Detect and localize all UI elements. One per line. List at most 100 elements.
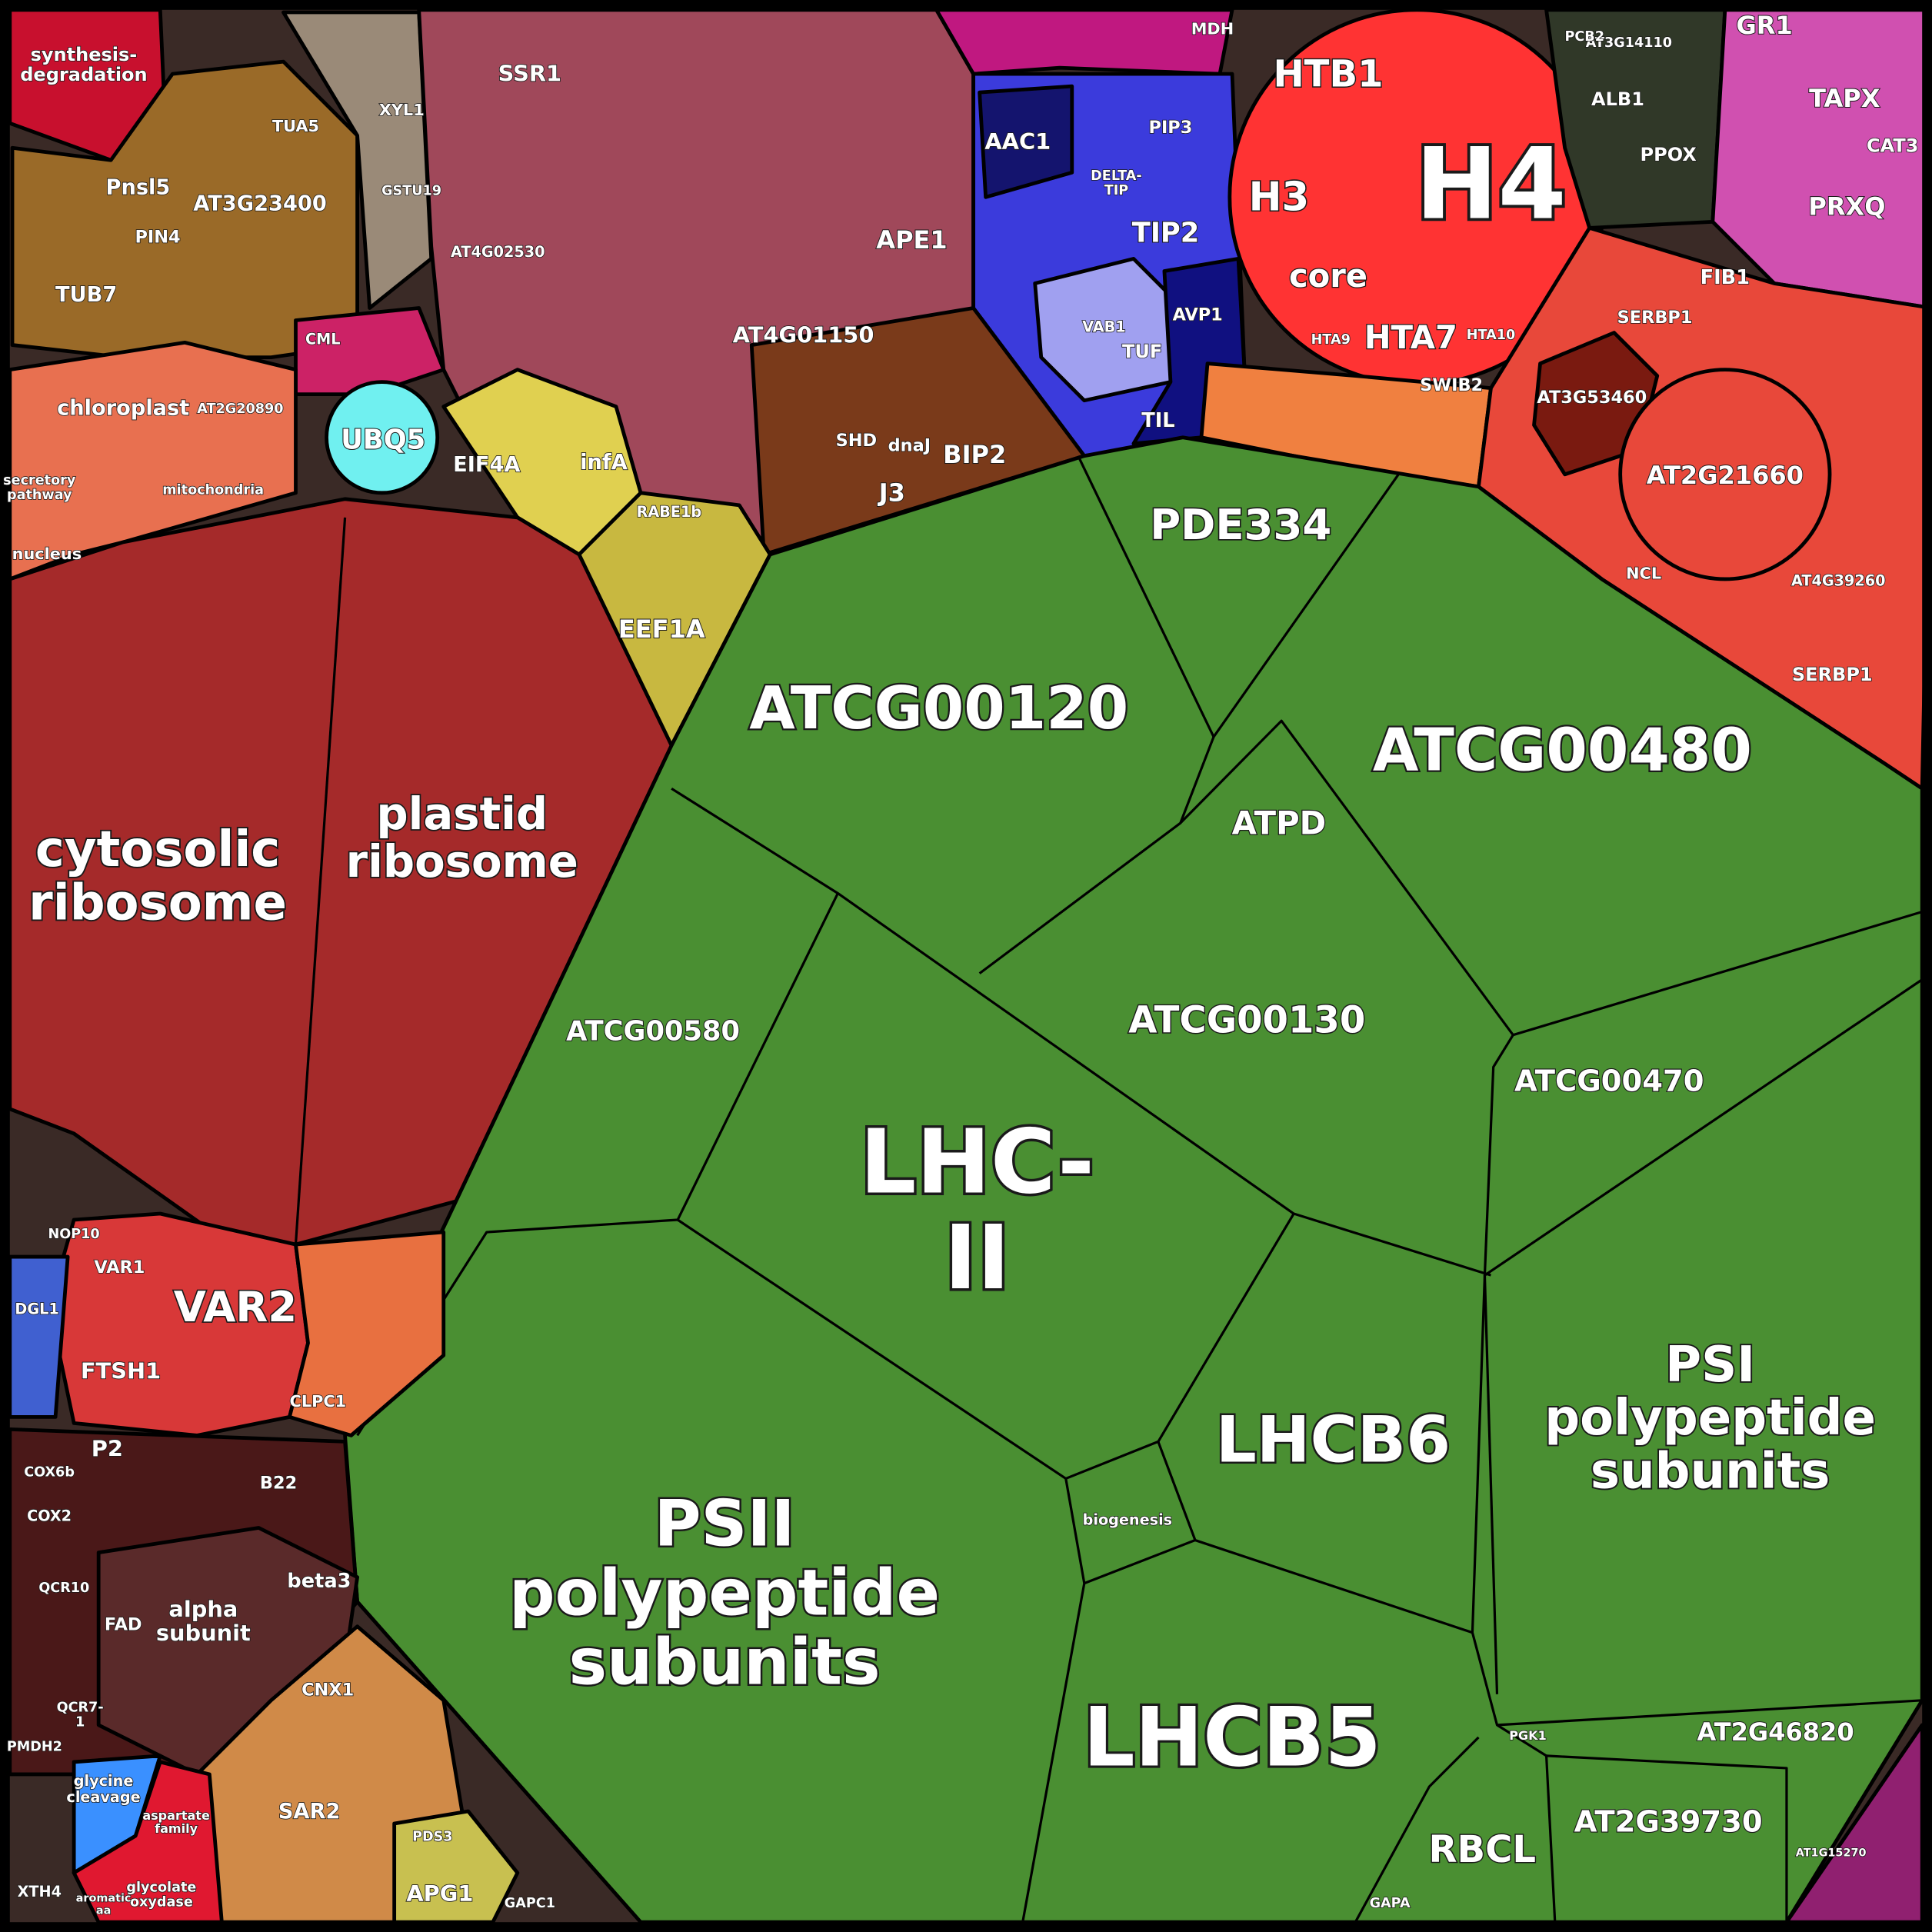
cell-label: PPOX [1641,144,1697,165]
cell-label: RBCL [1429,1828,1536,1871]
cell-label: plastid [376,788,548,840]
cell-label: ATCG00470 [1514,1064,1704,1099]
cell-label: TAPX [1809,84,1880,113]
cell-label: CLPC1 [290,1392,347,1411]
cell-edge [1077,455,1400,738]
cell-label: infA [580,451,628,475]
cell-label: AT2G46820 [1697,1717,1854,1747]
cell-edge [1471,1632,1557,1923]
cell-label: SERBP1 [1792,664,1873,685]
cell-label: AT4G02530 [451,243,545,261]
cell-label: subunits [568,1624,880,1699]
cell-label: PSI [1665,1337,1755,1394]
cell-label: TUF [1122,341,1162,362]
cell-label: beta3 [287,1570,351,1593]
region-folding [288,1230,446,1437]
cell-label: LHCB6 [1216,1403,1451,1477]
cell-label: VAR1 [94,1257,145,1277]
cell-label: CAT3 [1867,135,1918,157]
cell-label: core [1289,257,1367,295]
cell-label: PGK1 [1509,1728,1546,1743]
cell-label: cytosolic [35,821,280,878]
cell-label: II [944,1207,1011,1310]
cell-label: mitochondria [162,483,264,498]
cell-label: AT2G39730 [1574,1805,1763,1840]
cell-edge [1483,978,1924,1277]
cell-label: UBQ5 [341,425,425,456]
cell-label: polypeptide [1544,1390,1876,1447]
cell-label: HTA7 [1364,318,1457,356]
cell-label: NOP10 [48,1227,100,1242]
cell-label: chloroplast [57,396,189,420]
cell-label: PIN4 [135,228,181,248]
region-apg [392,1809,520,1924]
cell-label: AT1G15270 [1796,1847,1867,1859]
cell-label: TIP2 [1132,217,1199,248]
cell-edge [1084,1539,1196,1585]
cell-edge [677,1218,1086,1923]
cell-edge [1157,1275,1487,1634]
cell-label: AAC1 [984,128,1051,155]
cell-label: glycolate [126,1880,196,1895]
cell-label: H3 [1249,175,1310,221]
cell-label: oxydase [130,1894,193,1910]
cell-label: ATCG00120 [749,675,1128,743]
cell-label: polypeptide [509,1555,940,1630]
cell-label: subunit [156,1620,251,1646]
cell-label: ribosome [28,874,287,931]
cell-label: AT3G53460 [1537,388,1647,408]
cell-label: AT2G21660 [1647,461,1804,490]
region-at2g21660 [1618,368,1832,581]
cell-label: XYL1 [379,101,425,119]
region-ubiquitin [325,380,440,495]
cell-label: ATCG00130 [1128,999,1365,1042]
cell-label: FIB1 [1700,266,1750,289]
cell-edge [671,787,1491,1277]
cell-label: BIP2 [943,440,1006,469]
cell-label: APE1 [876,225,947,255]
cell-label: SHD [836,431,878,451]
cell-label: pathway [7,488,72,503]
cell-label: EEF1A [618,615,705,644]
cell-label: SERBP1 [1617,308,1693,328]
cell-label: AT4G39260 [1791,572,1886,590]
cell-edge [1354,1736,1480,1923]
cell-label: cleavage [66,1788,140,1806]
cell-label: PIP3 [1149,118,1193,138]
cell-label: ATPD [1232,804,1326,841]
cell-label: nucleus [12,545,82,563]
cell-label: biogenesis [1083,1511,1173,1528]
cell-label: glycine [74,1772,134,1790]
cell-edge [1483,1275,1499,1694]
cell-label: VAB1 [1082,318,1125,336]
region-magenta [934,8,1234,76]
cell-label: ATCG00580 [566,1016,740,1048]
cell-label: EIF4A [453,453,520,477]
cell-label: TIP [1104,183,1129,198]
cell-label: CML [305,331,340,348]
cell-label: GR1 [1736,11,1792,40]
cell-label: P2 [92,1436,123,1462]
cell-label: B22 [260,1473,297,1493]
cell-label: AT2G20890 [197,401,283,417]
cell-label: RABE1b [637,503,702,521]
cell-label: ribosome [346,835,578,888]
cell-label: NCL [1626,565,1661,583]
cell-label: degradation [20,64,147,85]
cell-label: PRXQ [1808,192,1885,222]
region-cytoskeleton [10,59,359,359]
cell-label: AVP1 [1173,305,1223,325]
cell-label: DGL1 [15,1300,58,1317]
cell-label: AT3G14110 [1586,35,1672,51]
cell-label: AT3G23400 [193,192,326,215]
region-blue-left [8,1254,70,1419]
cell-label: Pnsl5 [106,176,171,200]
cell-label: COX6b [24,1464,75,1480]
photosynthesis-cells [356,455,1924,1923]
cell-label: LHC- [860,1111,1094,1214]
cell-label: GSTU19 [381,183,441,198]
cell-label: MDH [1191,19,1234,38]
cell-label: HTA9 [1311,332,1351,348]
cell-label: SAR2 [278,1800,341,1824]
